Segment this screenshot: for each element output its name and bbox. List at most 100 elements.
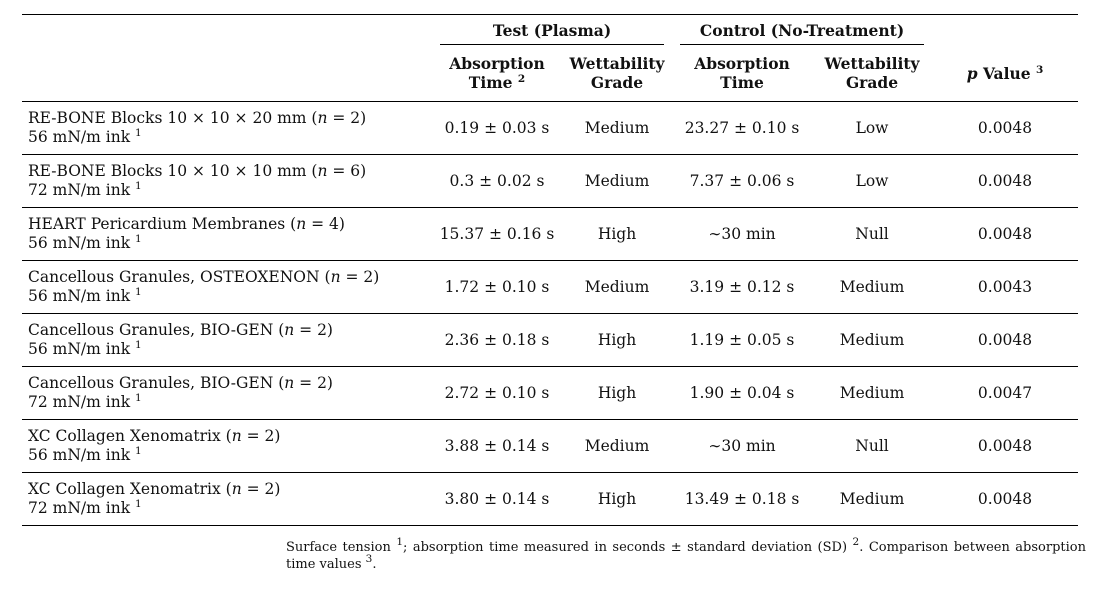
header-time-text: Time: [468, 73, 513, 92]
table-row: RE-BONE Blocks 10 × 10 × 20 mm (n = 2) 56…: [22, 101, 1079, 155]
p-value: 0.0048: [932, 154, 1079, 208]
control-absorption-time: 1.19 ± 0.05 s: [672, 313, 813, 367]
p-value: 0.0043: [932, 260, 1079, 314]
sample-name: Cancellous Granules, BIO-GEN (: [28, 374, 285, 392]
control-absorption-time: ∼30 min: [672, 207, 813, 261]
footnote-text: ; absorption time measured in seconds ± …: [403, 540, 853, 555]
test-absorption-time: 2.72 ± 0.10 s: [432, 366, 562, 420]
footnote-marker: 1: [135, 339, 142, 351]
footnote-marker: 3: [365, 553, 373, 565]
test-wettability-grade: High: [562, 366, 673, 420]
column-header-row: Absorption Time 2 Wettability Grade Abso…: [22, 45, 1079, 102]
n-symbol: n: [284, 321, 295, 339]
header-wettability-text: Wettability: [569, 54, 665, 73]
n-symbol: n: [296, 215, 307, 233]
table-row: Cancellous Granules, BIO-GEN (n = 2) 72 m…: [22, 366, 1079, 420]
test-wettability-grade: High: [562, 313, 673, 367]
header-value-text: Value: [982, 63, 1031, 83]
control-wettability-grade: Null: [812, 207, 933, 261]
test-wettability-grade: High: [562, 207, 673, 261]
test-wettability-grade: Medium: [562, 101, 673, 155]
ink-label: 56 mN/m ink: [28, 340, 131, 358]
table-row: Cancellous Granules, OSTEOXENON (n = 2) 5…: [22, 260, 1079, 314]
footnote-marker: 2: [517, 73, 526, 85]
test-wettability-grade: Medium: [562, 260, 673, 314]
footnote-marker: 1: [135, 233, 142, 245]
header-wettability-text: Wettability: [824, 54, 920, 73]
test-absorption-time: 0.3 ± 0.02 s: [432, 154, 562, 208]
header-time-text: Time: [720, 73, 764, 92]
test-absorption-time: 2.36 ± 0.18 s: [432, 313, 562, 367]
empty-header-cell: [22, 14, 432, 45]
footnote-marker: 1: [135, 286, 142, 298]
sample-cell: Cancellous Granules, BIO-GEN (n = 2) 56 m…: [22, 313, 432, 367]
test-absorption-time: 15.37 ± 0.16 s: [432, 207, 562, 261]
table-row: Cancellous Granules, BIO-GEN (n = 2) 56 m…: [22, 313, 1079, 367]
test-absorption-time: 3.80 ± 0.14 s: [432, 472, 562, 526]
header-absorption-text: Absorption: [694, 54, 790, 73]
test-group-header: Test (Plasma): [432, 14, 673, 45]
control-absorption-time-header: Absorption Time: [672, 45, 813, 102]
n-symbol: n: [231, 427, 242, 445]
control-wettability-grade: Medium: [812, 366, 933, 420]
sample-cell: XC Collagen Xenomatrix (n = 2) 56 mN/m in…: [22, 419, 432, 473]
footnote-marker: 1: [135, 445, 142, 457]
test-absorption-time-header: Absorption Time 2: [432, 45, 562, 102]
control-absorption-time: 23.27 ± 0.10 s: [672, 101, 813, 155]
sample-name: XC Collagen Xenomatrix (: [28, 427, 232, 445]
p-value-header: p Value 3: [932, 45, 1079, 102]
sample-count: = 2): [327, 109, 367, 127]
control-group-header: Control (No-Treatment): [672, 14, 933, 45]
control-absorption-time: 13.49 ± 0.18 s: [672, 472, 813, 526]
p-value: 0.0048: [932, 207, 1079, 261]
test-absorption-time: 3.88 ± 0.14 s: [432, 419, 562, 473]
control-wettability-grade: Low: [812, 154, 933, 208]
table-row: XC Collagen Xenomatrix (n = 2) 72 mN/m in…: [22, 472, 1079, 526]
control-absorption-time: ∼30 min: [672, 419, 813, 473]
control-wettability-grade: Medium: [812, 260, 933, 314]
sample-name: Cancellous Granules, OSTEOXENON (: [28, 268, 331, 286]
ink-label: 56 mN/m ink: [28, 287, 131, 305]
ink-label: 72 mN/m ink: [28, 181, 131, 199]
footnote-marker: 1: [135, 498, 142, 510]
p-value: 0.0048: [932, 419, 1079, 473]
sample-count: = 2): [340, 268, 380, 286]
n-symbol: n: [284, 374, 295, 392]
sample-cell: RE-BONE Blocks 10 × 10 × 20 mm (n = 2) 56…: [22, 101, 432, 155]
control-wettability-grade: Null: [812, 419, 933, 473]
footnote-marker: 3: [1036, 63, 1044, 76]
empty-header-cell: [932, 14, 1079, 45]
absorption-results-table: Test (Plasma) Control (No-Treatment) Abs…: [22, 14, 1079, 526]
sample-header-cell: [22, 45, 432, 102]
control-wettability-header: Wettability Grade: [812, 45, 933, 102]
footnote-text: .: [372, 557, 377, 572]
sample-name: Cancellous Granules, BIO-GEN (: [28, 321, 285, 339]
sample-cell: Cancellous Granules, OSTEOXENON (n = 2) 5…: [22, 260, 432, 314]
p-value: 0.0048: [932, 313, 1079, 367]
sample-cell: HEART Pericardium Membranes (n = 4) 56 mN…: [22, 207, 432, 261]
p-value: 0.0048: [932, 101, 1079, 155]
results-table-container: Test (Plasma) Control (No-Treatment) Abs…: [22, 14, 1079, 526]
table-row: XC Collagen Xenomatrix (n = 2) 56 mN/m in…: [22, 419, 1079, 473]
p-symbol: p: [966, 63, 978, 83]
sample-count: = 2): [241, 427, 281, 445]
control-absorption-time: 3.19 ± 0.12 s: [672, 260, 813, 314]
group-header-row: Test (Plasma) Control (No-Treatment): [22, 14, 1079, 45]
n-symbol: n: [231, 480, 242, 498]
sample-name: RE-BONE Blocks 10 × 10 × 10 mm (: [28, 162, 318, 180]
p-value: 0.0048: [932, 472, 1079, 526]
ink-label: 72 mN/m ink: [28, 393, 131, 411]
control-wettability-grade: Medium: [812, 313, 933, 367]
control-wettability-grade: Medium: [812, 472, 933, 526]
sample-count: = 2): [241, 480, 281, 498]
footnote-text: . Comparison between absorption time val…: [286, 540, 1086, 572]
ink-label: 72 mN/m ink: [28, 499, 131, 517]
sample-count: = 2): [294, 374, 333, 392]
sample-count: = 6): [327, 162, 367, 180]
table-body: RE-BONE Blocks 10 × 10 × 20 mm (n = 2) 56…: [22, 101, 1079, 526]
sample-name: XC Collagen Xenomatrix (: [28, 480, 232, 498]
table-row: HEART Pericardium Membranes (n = 4) 56 mN…: [22, 207, 1079, 261]
control-absorption-time: 1.90 ± 0.04 s: [672, 366, 813, 420]
p-value: 0.0047: [932, 366, 1079, 420]
test-wettability-grade: High: [562, 472, 673, 526]
